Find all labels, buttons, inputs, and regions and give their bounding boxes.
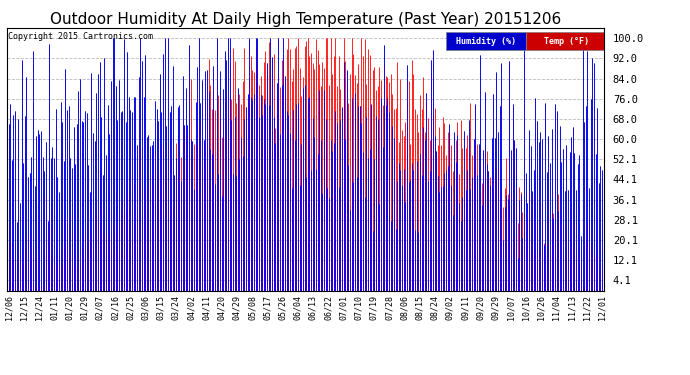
FancyBboxPatch shape (446, 32, 526, 51)
FancyBboxPatch shape (526, 32, 607, 51)
Text: Copyright 2015 Cartronics.com: Copyright 2015 Cartronics.com (8, 32, 153, 41)
Title: Outdoor Humidity At Daily High Temperature (Past Year) 20151206: Outdoor Humidity At Daily High Temperatu… (50, 12, 561, 27)
Text: Temp (°F): Temp (°F) (544, 37, 589, 46)
Text: Humidity (%): Humidity (%) (456, 37, 516, 46)
